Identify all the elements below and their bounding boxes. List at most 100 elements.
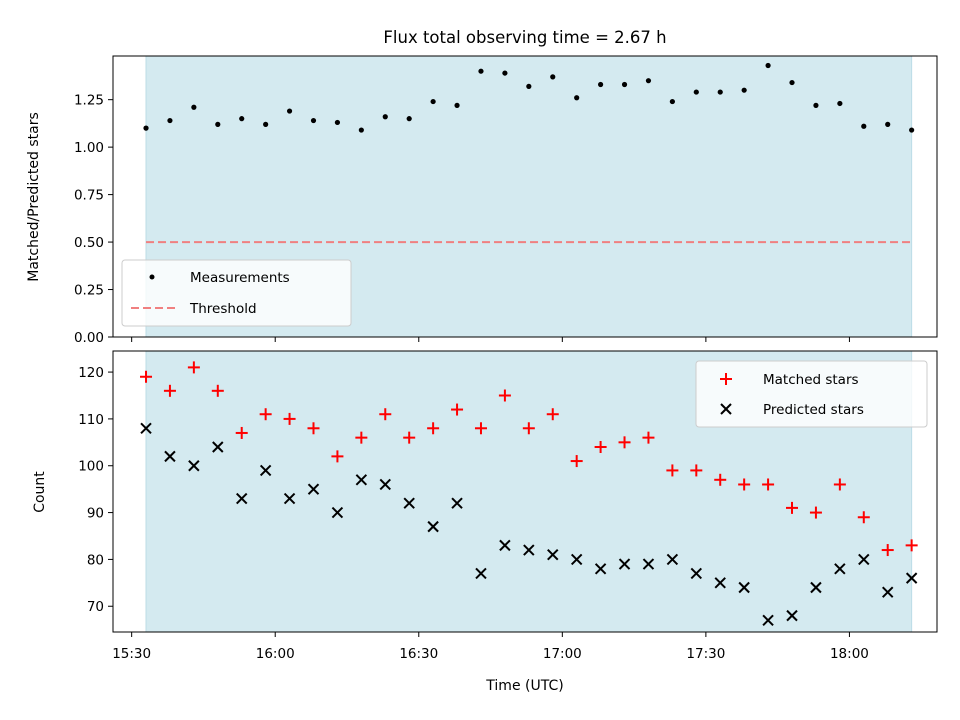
- ratio-y-tick-label: 0.00: [74, 330, 104, 346]
- measurement-point: [478, 68, 484, 74]
- measurement-point: [813, 102, 819, 108]
- measurement-point: [263, 121, 269, 127]
- matched-stars-point: [618, 436, 631, 449]
- measurement-point: [502, 70, 508, 76]
- predicted-stars-point: [642, 558, 655, 570]
- predicted-stars-point: [618, 558, 631, 570]
- matched-stars-point: [786, 501, 799, 514]
- matched-stars-point: [881, 544, 894, 557]
- matched-stars-point: [905, 539, 918, 552]
- ratio-y-tick-label: 0.50: [74, 235, 104, 251]
- count-y-tick-label: 70: [87, 599, 104, 615]
- predicted-stars-point: [882, 586, 894, 598]
- measurement-point: [382, 114, 388, 120]
- matched-stars-point: [379, 408, 392, 421]
- predicted-stars-point: [810, 581, 822, 594]
- ratio-legend: Measurements Threshold: [121, 259, 352, 327]
- measurements-legend-label: Measurements: [190, 270, 290, 286]
- ratio-y-tick-label: 0.25: [74, 283, 104, 299]
- measurement-point: [645, 78, 652, 84]
- measurement-point: [143, 125, 149, 131]
- count-legend: Matched stars Predicted stars: [695, 360, 928, 428]
- predicted-stars-point: [283, 492, 296, 505]
- predicted-stars-point: [475, 567, 487, 580]
- measurement-point: [909, 127, 915, 133]
- predicted-stars-point: [331, 506, 344, 519]
- measurement-point: [334, 119, 341, 126]
- matched-stars-point: [522, 422, 535, 435]
- measurement-point: [693, 89, 699, 95]
- count-y-tick-label: 120: [78, 365, 104, 381]
- predicted-stars-point: [547, 549, 559, 561]
- matched-stars-point: [307, 422, 320, 435]
- measurement-point: [621, 81, 628, 88]
- matched-stars-point: [642, 431, 655, 444]
- measurement-point: [669, 98, 675, 105]
- threshold-legend-label: Threshold: [189, 301, 257, 317]
- measurement-point: [574, 95, 580, 101]
- predicted-stars-point: [905, 572, 918, 584]
- matched-stars-point: [427, 422, 440, 435]
- matched-stars-point: [833, 478, 846, 491]
- matched-stars-point: [355, 431, 368, 444]
- matched-stars-point: [666, 464, 679, 477]
- matched-stars-point: [451, 403, 464, 416]
- time-x-tick-label: 18:00: [830, 646, 869, 662]
- predicted-stars-point: [762, 614, 774, 626]
- predicted-stars-point: [594, 563, 607, 575]
- predicted-stars-point: [738, 581, 750, 594]
- count-panel: 70 80 90 100 110 120 15:30 16:00 16:30 17:00 17:3…: [32, 350, 938, 694]
- count-legend-box: [695, 360, 928, 428]
- measurement-point: [741, 87, 747, 93]
- measurement-points: [143, 62, 915, 133]
- measurements-legend-marker: [149, 274, 155, 280]
- measurement-point: [526, 83, 532, 89]
- ratio-y-tick-label: 1.00: [74, 140, 104, 156]
- count-y-tick-label: 100: [78, 459, 104, 475]
- matched-stars-point: [546, 408, 559, 421]
- predicted-stars-point: [666, 553, 679, 566]
- ratio-y-axis-label: Matched/Predicted stars: [26, 112, 42, 282]
- ratio-legend-box: [121, 259, 352, 327]
- matched-stars-point: [211, 384, 224, 397]
- matched-stars-point: [235, 426, 248, 439]
- ratio-y-tick-label: 1.25: [74, 93, 104, 109]
- predicted-stars-point: [451, 497, 463, 509]
- measurement-point: [765, 62, 771, 69]
- matched-stars-point: [714, 473, 727, 486]
- predicted-stars-point: [379, 478, 391, 491]
- count-points: [140, 361, 918, 626]
- measurement-point: [191, 104, 197, 110]
- predicted-stars-point: [427, 520, 439, 533]
- measurement-point: [286, 108, 293, 114]
- measurement-point: [861, 123, 867, 129]
- count-y-tick-label: 90: [87, 506, 104, 522]
- predicted-stars-point: [212, 441, 224, 453]
- measurement-point: [167, 117, 173, 124]
- predicted-stars-point: [259, 464, 272, 477]
- matched-stars-point: [474, 422, 487, 435]
- predicted-stars-point: [786, 609, 798, 622]
- measurement-point: [717, 89, 723, 95]
- predicted-stars-point: [858, 553, 870, 566]
- matched-stars-point: [331, 450, 344, 463]
- count-y-tick-label: 80: [87, 552, 104, 568]
- ratio-panel-frame: [112, 55, 938, 338]
- ratio-panel: 0.00 0.25 0.50 0.75 1.00 1.25 Matched/Predict…: [26, 55, 938, 346]
- measurement-point: [239, 116, 245, 122]
- chart-title: Flux total observing time = 2.67 h: [383, 28, 666, 47]
- matched-stars-point: [283, 412, 296, 425]
- matched-stars-point: [809, 506, 822, 519]
- predicted-stars-point: [355, 474, 368, 486]
- count-y-axis: 70 80 90 100 110 120: [78, 365, 113, 615]
- matched-stars-point: [259, 408, 272, 421]
- measurement-point: [454, 102, 460, 108]
- measurement-point: [885, 121, 891, 127]
- predicted-stars-point: [570, 553, 583, 566]
- predicted-stars-legend-marker: [720, 403, 732, 415]
- matched-stars-point: [570, 455, 583, 468]
- matched-stars-point: [594, 441, 607, 454]
- count-panel-frame: [112, 350, 938, 633]
- measurement-point: [598, 81, 604, 88]
